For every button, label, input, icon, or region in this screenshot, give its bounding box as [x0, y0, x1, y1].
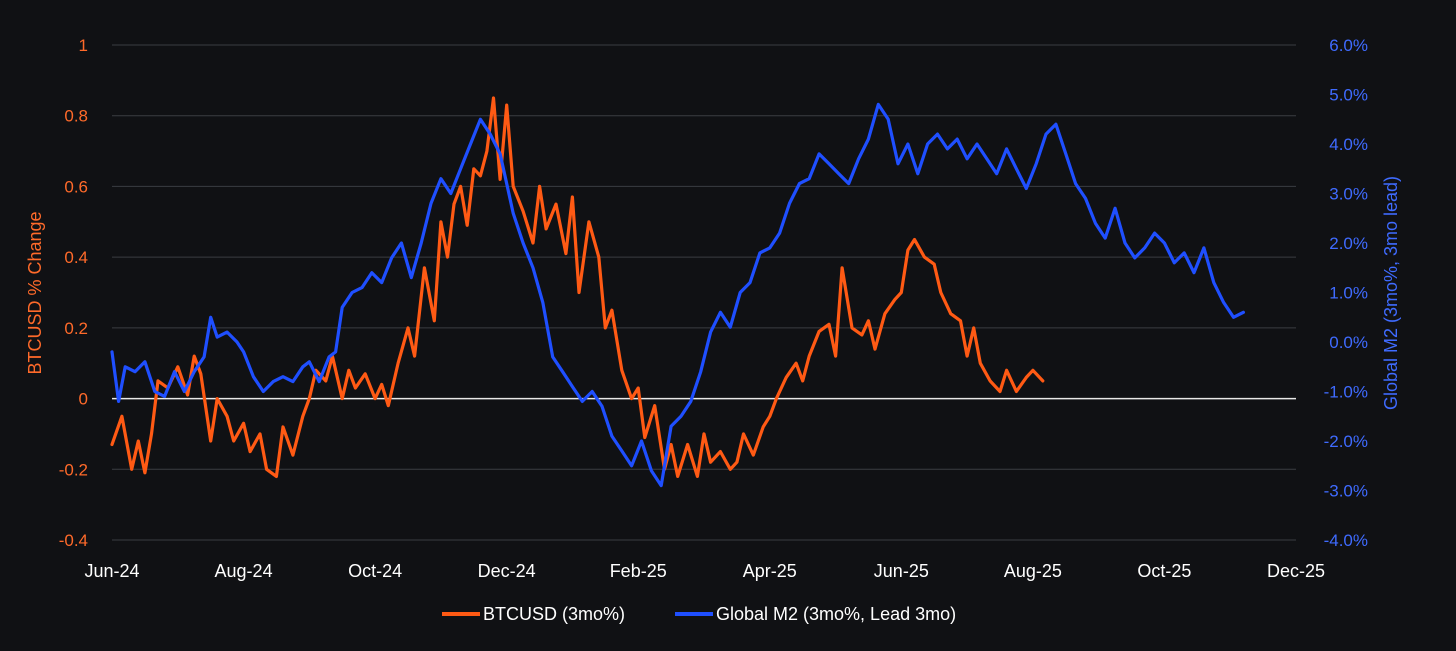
left-tick-label: 0.2: [64, 319, 88, 338]
right-tick-label: 3.0%: [1329, 185, 1368, 204]
right-tick-label: 1.0%: [1329, 284, 1368, 303]
left-tick-label: 0.6: [64, 177, 88, 196]
grid-layer: [112, 44, 1296, 541]
m2-series-line: [110, 102, 1246, 488]
right-tick-label: 2.0%: [1329, 234, 1368, 253]
x-axis-ticks: Jun-24 Aug-24 Oct-24 Dec-24 Feb-25 Apr-25 Jun-…: [84, 561, 1325, 581]
right-tick-label: -1.0%: [1324, 383, 1368, 402]
legend-label-m2: Global M2 (3mo%, Lead 3mo): [716, 604, 956, 624]
x-tick-label: Aug-24: [215, 561, 273, 581]
right-tick-label: -3.0%: [1324, 482, 1368, 501]
left-axis-title: BTCUSD % Change: [25, 211, 45, 374]
x-tick-label: Apr-25: [743, 561, 797, 581]
right-axis-ticks: 6.0% 5.0% 4.0% 3.0% 2.0% 1.0% 0.0% -1.0% -2.0% -3…: [1324, 36, 1368, 550]
x-tick-label: Aug-25: [1004, 561, 1062, 581]
x-tick-label: Dec-25: [1267, 561, 1325, 581]
right-tick-label: 5.0%: [1329, 86, 1368, 105]
left-axis-ticks: 1 0.8 0.6 0.4 0.2 0 -0.2 -0.4: [59, 36, 88, 550]
x-tick-label: Jun-24: [84, 561, 139, 581]
x-tick-label: Jun-25: [874, 561, 929, 581]
left-tick-label: 1: [79, 36, 88, 55]
right-tick-label: 4.0%: [1329, 135, 1368, 154]
x-tick-label: Oct-25: [1137, 561, 1191, 581]
right-tick-label: -4.0%: [1324, 531, 1368, 550]
left-tick-label: 0.4: [64, 248, 88, 267]
right-tick-label: 0.0%: [1329, 333, 1368, 352]
x-tick-label: Dec-24: [478, 561, 536, 581]
left-tick-label: 0.8: [64, 107, 88, 126]
btc-series-line: [110, 96, 1045, 478]
left-tick-label: 0: [79, 390, 88, 409]
right-axis-title: Global M2 (3mo%, 3mo lead): [1381, 176, 1401, 410]
series-layer: [110, 96, 1246, 488]
x-tick-label: Oct-24: [348, 561, 402, 581]
left-tick-label: -0.4: [59, 531, 88, 550]
x-tick-label: Feb-25: [610, 561, 667, 581]
right-tick-label: -2.0%: [1324, 432, 1368, 451]
legend-label-btc: BTCUSD (3mo%): [483, 604, 625, 624]
left-tick-label: -0.2: [59, 460, 88, 479]
right-tick-label: 6.0%: [1329, 36, 1368, 55]
legend: BTCUSD (3mo%) Global M2 (3mo%, Lead 3mo): [442, 604, 956, 624]
